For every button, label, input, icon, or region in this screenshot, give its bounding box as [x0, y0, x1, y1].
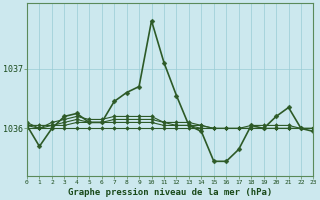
X-axis label: Graphe pression niveau de la mer (hPa): Graphe pression niveau de la mer (hPa) [68, 188, 272, 197]
